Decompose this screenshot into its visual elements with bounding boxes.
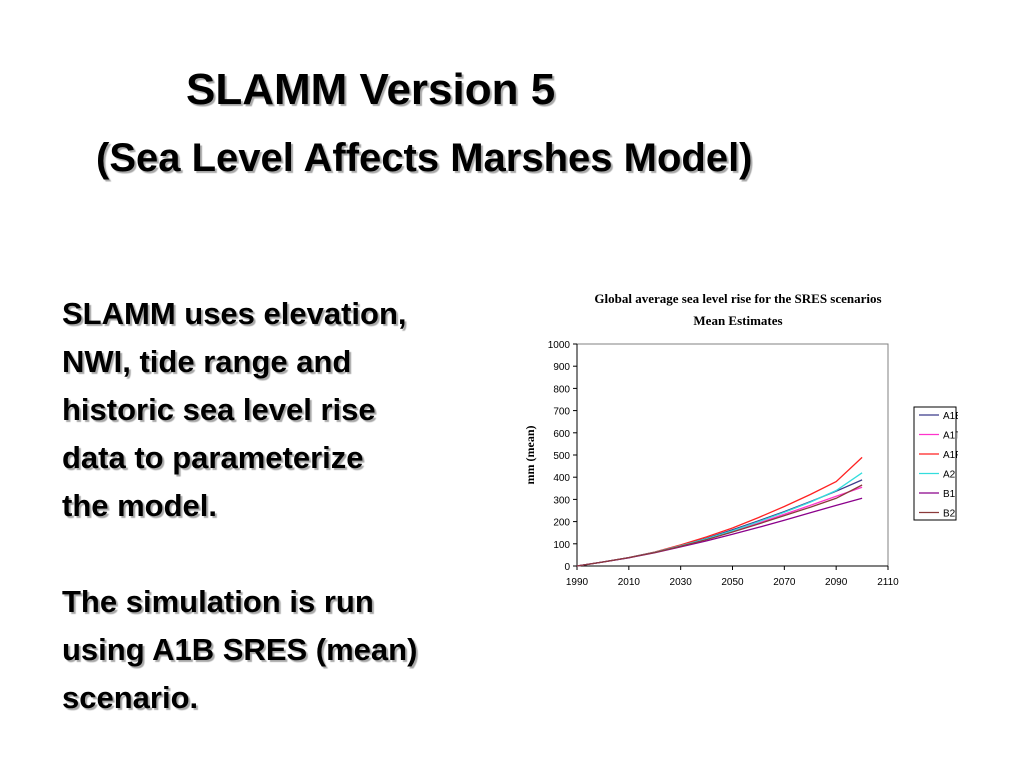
axes: 0 100 200 300 400 500 600 700 800 900 1000 1990 2010…: [548, 340, 899, 588]
x-tick-label: 2010: [618, 577, 641, 588]
chart-subtitle: Mean Estimates: [693, 313, 782, 328]
y-tick-label: 800: [553, 384, 570, 395]
body-paragraph-1: SLAMM uses elevation, NWI, tide range an…: [62, 296, 407, 523]
y-tick-label: 300: [553, 495, 570, 506]
x-tick-label: 2030: [670, 577, 693, 588]
x-tick-label: 2090: [825, 577, 848, 588]
y-tick-label: 700: [553, 407, 570, 418]
y-tick-label: 600: [553, 429, 570, 440]
sea-level-chart: Global average sea level rise for the SR…: [508, 280, 964, 615]
legend-label-a2: A2: [943, 470, 956, 481]
y-tick-label: 400: [553, 473, 570, 484]
legend-label-a1b: A1B: [943, 411, 958, 422]
x-tick-label: 2050: [721, 577, 744, 588]
series-lines: [576, 456, 863, 567]
plot-area: [576, 343, 889, 567]
series-line-b2: [576, 484, 863, 567]
y-tick-label: 0: [564, 562, 570, 573]
y-tick-label: 100: [553, 540, 570, 551]
chart-svg: Global average sea level rise for the SR…: [523, 291, 964, 588]
legend-label-b2: B2: [943, 509, 956, 520]
legend-label-a1fi: A1FI: [943, 450, 958, 461]
slide-title: SLAMM Version 5: [186, 65, 556, 114]
y-tick-label: 900: [553, 362, 570, 373]
x-tick-label: 2070: [773, 577, 796, 588]
body-text: SLAMM uses elevation, NWI, tide range an…: [62, 290, 532, 722]
slide-subtitle: (Sea Level Affects Marshes Model): [96, 136, 753, 180]
y-axis-label: mm (mean): [523, 426, 537, 485]
legend-label-a1t: A1T: [943, 431, 958, 442]
chart-title: Global average sea level rise for the SR…: [594, 291, 881, 306]
x-tick-label: 2110: [877, 577, 899, 588]
legend: A1B A1T A1FI A2 B1 B2: [919, 411, 964, 520]
y-tick-label: 200: [553, 518, 570, 529]
y-tick-label: 500: [553, 451, 570, 462]
y-tick-label: 1000: [548, 340, 571, 351]
legend-box: [913, 406, 957, 521]
legend-label-b1: B1: [943, 489, 956, 500]
body-paragraph-2: The simulation is run using A1B SRES (me…: [62, 584, 418, 715]
x-tick-label: 1990: [566, 577, 589, 588]
paragraph-spacer: [62, 530, 532, 578]
